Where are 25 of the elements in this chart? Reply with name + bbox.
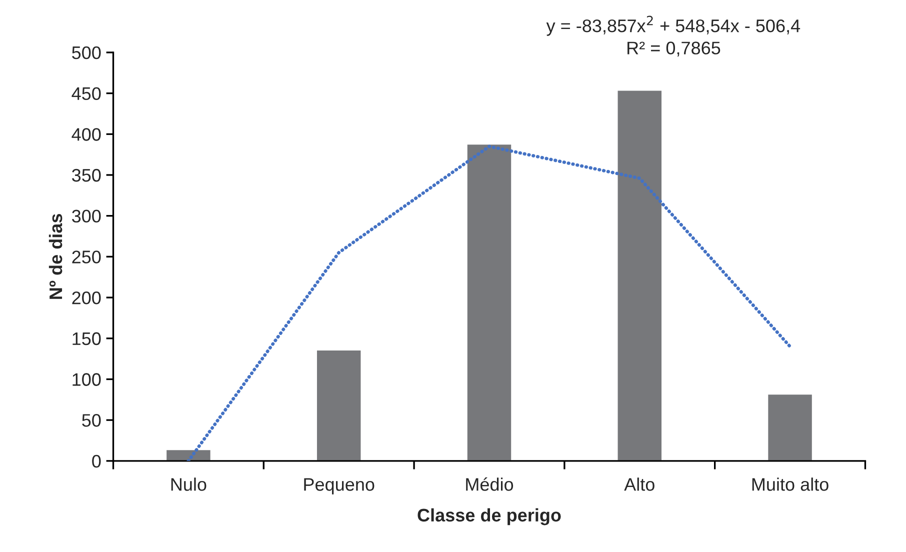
annotation: R² = 0,7865 <box>628 42 720 57</box>
bar <box>766 393 814 461</box>
y-axis-title: Nº de dias <box>48 214 62 299</box>
y-tick-label: 150 <box>72 332 101 346</box>
y-tick-label: 200 <box>72 291 101 304</box>
y-tick-label: 300 <box>72 210 101 223</box>
y-tick-label: 100 <box>72 373 101 386</box>
x-tick-label: Alto <box>624 478 654 491</box>
bar <box>466 143 512 461</box>
x-tick-label: Pequeno <box>304 478 374 494</box>
x-axis-title: Classe de perigo <box>418 508 561 526</box>
y-tick-label: 450 <box>72 87 101 100</box>
bar <box>616 89 663 461</box>
y-tick-label: 500 <box>72 46 101 60</box>
y-tick-label: 0 <box>92 454 101 468</box>
x-tick-label: Muito alto <box>752 478 828 491</box>
bar <box>316 349 362 461</box>
x-tick-label: Nulo <box>171 478 206 491</box>
line-series <box>186 144 792 461</box>
y-tick-label: 350 <box>72 168 101 182</box>
y-tick-label: 400 <box>72 128 101 141</box>
y-tick-label: 250 <box>72 250 101 264</box>
y-tick-label: 50 <box>82 414 101 427</box>
text: y = -83,857x$^{2}$ + 548,54x - 506,4 <box>546 16 800 36</box>
x-tick-label: Médio <box>466 477 514 491</box>
